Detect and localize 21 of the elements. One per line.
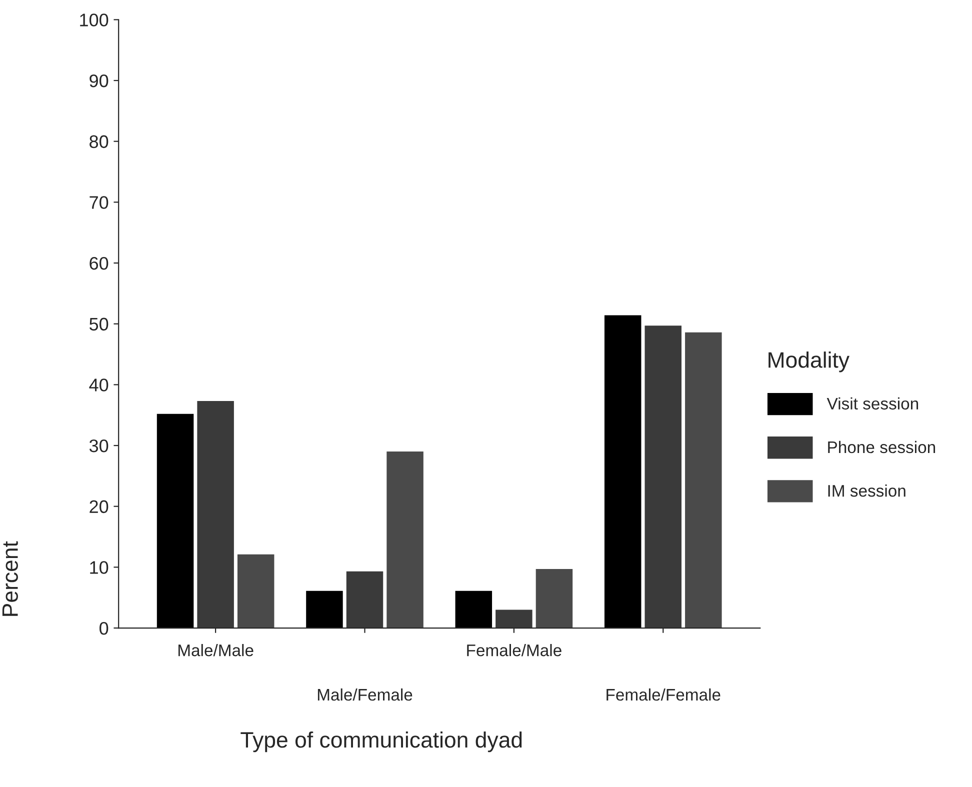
y-tick-label: 80 — [90, 135, 108, 148]
x-tick-label: Female/Male — [467, 644, 562, 656]
legend-label: IM session — [828, 484, 906, 497]
x-tick-label: Male/Male — [178, 644, 254, 656]
x-axis-title: Type of communication dyad — [240, 731, 522, 752]
legend-label: Visit session — [826, 397, 918, 410]
y-tick-label: 70 — [90, 196, 108, 209]
y-tick-label: 40 — [89, 378, 108, 392]
y-tick-label: 100 — [80, 14, 108, 26]
y-tick-label: 60 — [90, 256, 108, 270]
x-tick-label: Male/Female — [318, 688, 412, 701]
y-tick-label: 0 — [100, 622, 108, 635]
legend-title: Modality — [768, 352, 850, 372]
y-tick-label: 90 — [90, 74, 108, 88]
legend-label: Phone session — [828, 440, 936, 454]
y-tick-label: 20 — [90, 500, 108, 514]
y-tick-label: 10 — [90, 561, 108, 574]
y-tick-label: 50 — [90, 318, 108, 331]
y-axis-title: Percent — [2, 541, 18, 616]
x-tick-label: Female/Female — [606, 688, 720, 701]
y-tick-label: 30 — [89, 439, 108, 452]
